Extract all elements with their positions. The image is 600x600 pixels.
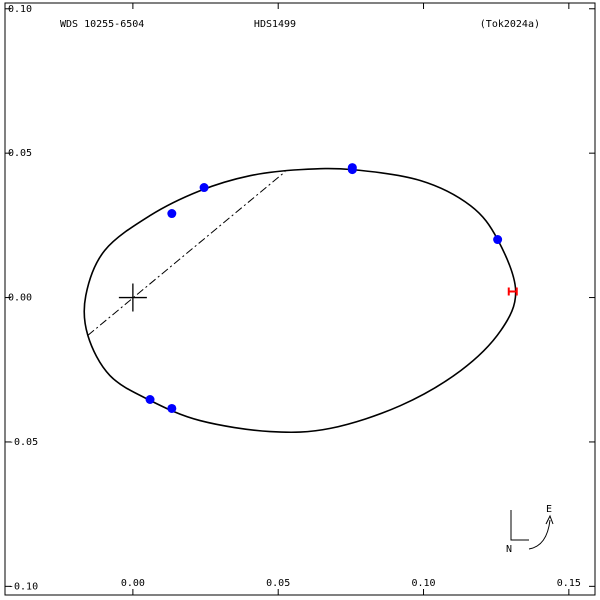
y-tick-label: 0.10 <box>8 4 32 15</box>
compass-arrowhead <box>545 514 554 525</box>
plot-frame <box>4 2 596 596</box>
x-tick-label: 0.05 <box>266 578 290 589</box>
compass-arrow <box>528 519 551 550</box>
compass-east: E <box>546 504 552 515</box>
observation <box>167 403 177 413</box>
observation <box>145 394 155 404</box>
x-tick-label: 0.00 <box>121 578 145 589</box>
measurement <box>507 287 518 296</box>
y-tick-label: 0.00 <box>8 293 32 304</box>
y-tick-label: -0.05 <box>8 437 38 448</box>
observation <box>167 209 177 219</box>
x-tick-label: 0.15 <box>557 578 581 589</box>
x-tick-label: 0.10 <box>411 578 435 589</box>
line-of-nodes <box>87 171 286 336</box>
compass <box>510 510 529 541</box>
header-id: WDS 10255-6504 <box>60 19 144 30</box>
observation <box>347 165 357 175</box>
y-tick-label: -0.10 <box>8 581 38 592</box>
y-tick-label: 0.05 <box>8 148 32 159</box>
primary-star <box>118 283 147 312</box>
orbit <box>83 167 517 434</box>
compass-north: N <box>506 544 512 555</box>
header-name: HDS1499 <box>254 19 296 30</box>
observation <box>199 183 209 193</box>
observation <box>493 235 503 245</box>
header-ref: (Tok2024a) <box>480 19 540 30</box>
